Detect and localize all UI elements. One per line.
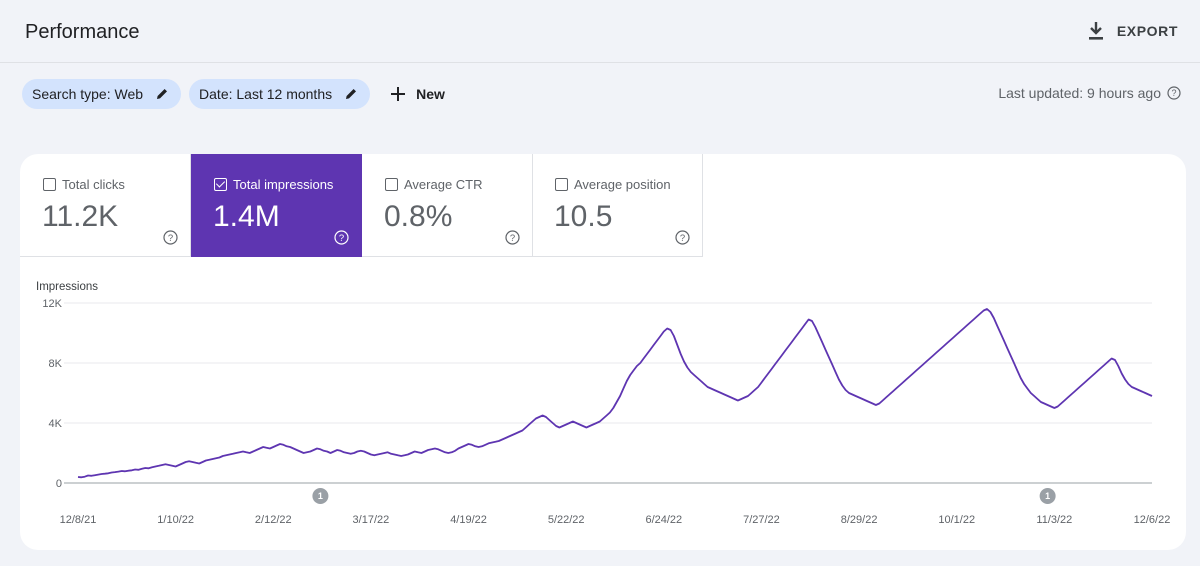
- help-icon[interactable]: ?: [334, 230, 349, 245]
- help-icon[interactable]: ?: [505, 230, 520, 245]
- x-tick-label: 1/10/22: [157, 514, 194, 526]
- edit-icon: [346, 89, 357, 99]
- annotation-marker[interactable]: 1: [1039, 488, 1056, 504]
- export-label: EXPORT: [1116, 23, 1178, 39]
- metric-label: Average CTR: [404, 177, 483, 192]
- help-icon[interactable]: ?: [675, 230, 690, 245]
- impressions-series-line[interactable]: [77, 308, 1153, 479]
- last-updated: Last updated: 9 hours ago ?: [998, 85, 1181, 101]
- page-title: Performance: [25, 21, 140, 43]
- plus-icon: [391, 87, 406, 101]
- y-tick-label: 4K: [49, 418, 63, 430]
- x-tick-label: 12/6/22: [1134, 514, 1171, 526]
- checkbox[interactable]: [385, 178, 398, 191]
- metric-label: Total clicks: [62, 177, 125, 192]
- x-tick-label: 8/29/22: [841, 514, 878, 526]
- metric-average-ctr[interactable]: Average CTR 0.8% ?: [362, 154, 533, 257]
- x-ticks: 12/8/21 1/10/22 2/12/22 3/17/22 4/19/22 5/22/…: [60, 514, 1171, 526]
- metric-total-clicks[interactable]: Total clicks 11.2K ?: [20, 154, 191, 257]
- date-chip[interactable]: Date: Last 12 months: [189, 79, 371, 109]
- annotation-marker[interactable]: 1: [312, 488, 329, 504]
- x-tick-label: 6/24/22: [645, 514, 682, 526]
- svg-text:?: ?: [510, 233, 515, 244]
- checkbox[interactable]: [214, 178, 227, 191]
- metric-average-position[interactable]: Average position 10.5 ?: [532, 154, 703, 257]
- svg-text:?: ?: [339, 233, 344, 244]
- y-tick-label: 0: [56, 478, 62, 490]
- last-updated-text: Last updated: 9 hours ago: [998, 85, 1161, 101]
- x-tick-label: 4/19/22: [450, 514, 487, 526]
- metric-value: 1.4M: [213, 200, 280, 233]
- x-tick-label: 7/27/22: [743, 514, 780, 526]
- annotation-label: 1: [1045, 491, 1050, 501]
- x-tick-label: 2/12/22: [255, 514, 292, 526]
- metric-total-impressions[interactable]: Total impressions 1.4M ?: [191, 154, 362, 257]
- annotation-label: 1: [318, 491, 323, 501]
- checkbox[interactable]: [43, 178, 56, 191]
- checkbox[interactable]: [555, 178, 568, 191]
- help-icon[interactable]: ?: [1167, 86, 1181, 100]
- metric-label: Total impressions: [233, 177, 334, 192]
- svg-text:?: ?: [168, 233, 173, 244]
- help-icon[interactable]: ?: [163, 230, 178, 245]
- filter-bar: Search type: Web Date: Last 12 months Ne…: [22, 79, 445, 109]
- new-filter-button[interactable]: New: [390, 86, 445, 102]
- metric-label: Average position: [574, 177, 671, 192]
- y-tick-label: 12K: [42, 298, 62, 310]
- svg-text:?: ?: [1171, 88, 1176, 98]
- search-type-label: Search type: Web: [32, 86, 144, 102]
- svg-text:?: ?: [680, 233, 685, 244]
- x-tick-label: 10/1/22: [938, 514, 975, 526]
- metric-value: 11.2K: [42, 200, 119, 233]
- y-axis-title: Impressions: [36, 281, 98, 293]
- metric-value: 0.8%: [384, 200, 453, 233]
- x-tick-label: 5/22/22: [548, 514, 585, 526]
- search-type-chip[interactable]: Search type: Web: [22, 79, 182, 109]
- header: Performance EXPORT: [0, 0, 1200, 63]
- x-tick-label: 11/3/22: [1036, 514, 1072, 526]
- new-filter-label: New: [416, 86, 445, 102]
- performance-card: Total clicks 11.2K ? Total impressions 1…: [20, 154, 1186, 550]
- x-tick-label: 12/8/21: [60, 514, 97, 526]
- date-label: Date: Last 12 months: [199, 86, 333, 102]
- y-tick-label: 8K: [49, 358, 63, 370]
- metric-value: 10.5: [554, 200, 613, 233]
- x-tick-label: 3/17/22: [353, 514, 390, 526]
- grid: [64, 302, 1152, 484]
- export-button[interactable]: EXPORT: [1087, 21, 1178, 41]
- download-icon: [1088, 22, 1103, 40]
- edit-icon: [157, 89, 168, 99]
- impressions-chart: Impressions 0 4K 8K 12K 12/8/21 1/10/22 2/12/…: [36, 281, 1171, 526]
- y-ticks: 0 4K 8K 12K: [42, 298, 62, 490]
